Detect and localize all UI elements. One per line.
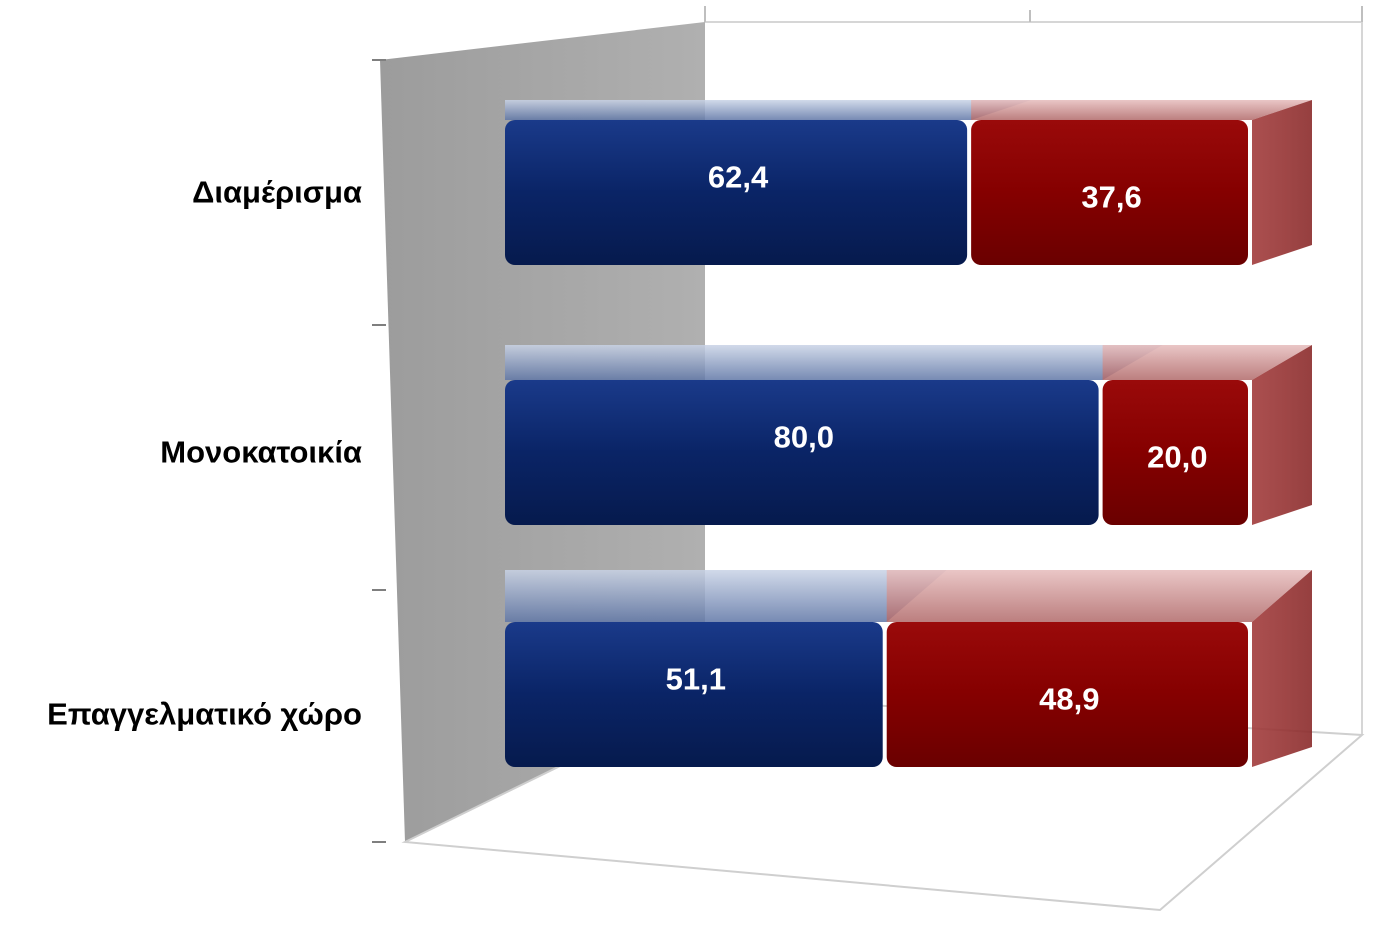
bar-top-face xyxy=(1102,345,1312,380)
bar-segment-red xyxy=(971,120,1248,265)
bar-top-face xyxy=(505,345,1163,380)
category-label: Μονοκατοικία xyxy=(160,435,362,470)
value-label: 80,0 xyxy=(774,420,834,455)
category-label: Επαγγελματικό χώρο xyxy=(47,697,362,732)
category-label: Διαμέρισμα xyxy=(192,175,362,210)
bar-top-face xyxy=(505,570,947,622)
bar-segment-blue xyxy=(505,380,1099,525)
value-label: 48,9 xyxy=(1039,682,1099,717)
bar-top-face xyxy=(971,100,1312,120)
bar-segment-red xyxy=(1102,380,1248,525)
value-label: 62,4 xyxy=(708,160,769,195)
value-label: 20,0 xyxy=(1147,440,1207,475)
bar-segment-blue xyxy=(505,622,883,767)
bar-segment-blue xyxy=(505,120,968,265)
bar-top-face xyxy=(505,100,1032,120)
bar-top-face xyxy=(886,570,1312,622)
bar-side-face xyxy=(1252,570,1312,767)
bar-side-face xyxy=(1252,100,1312,265)
value-label: 51,1 xyxy=(666,662,726,697)
value-label: 37,6 xyxy=(1081,180,1141,215)
bar-side-face xyxy=(1252,345,1312,525)
bar-segment-red xyxy=(886,622,1248,767)
